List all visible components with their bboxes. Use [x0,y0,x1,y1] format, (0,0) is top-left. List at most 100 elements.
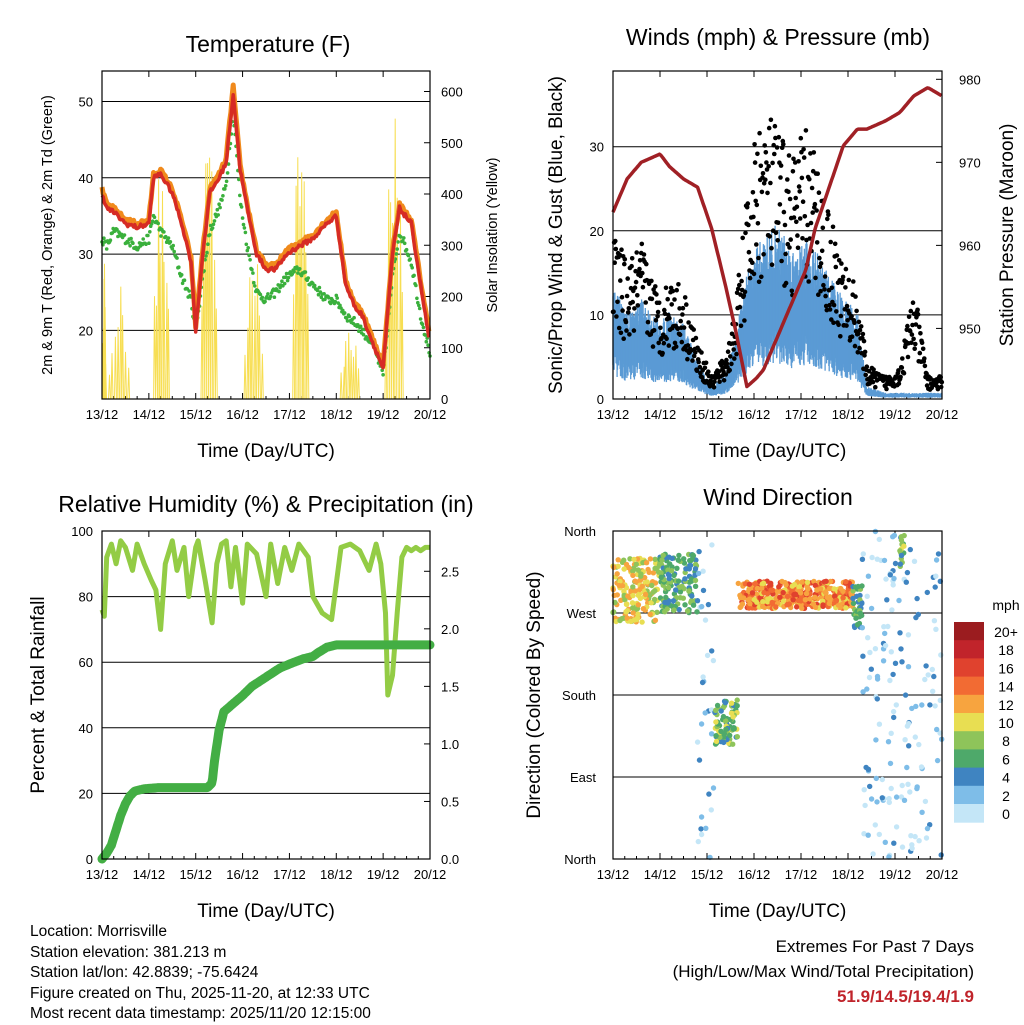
direction-point [890,582,896,588]
gust-point [627,332,632,337]
gust-point [811,150,817,155]
dewpoint-point [223,184,228,188]
direction-point [840,595,846,601]
direction-point [879,776,885,783]
gust-point [656,340,661,346]
direction-point [791,581,798,588]
gust-point [613,246,619,252]
direction-point [864,686,870,692]
direction-point [823,578,829,584]
direction-point [888,730,894,736]
y-axis-label: Direction (Colored By Speed) [524,571,545,818]
dewpoint-point [260,295,265,300]
x-tick-label: 18/12 [832,407,865,422]
gust-point [735,286,741,292]
direction-point [734,697,740,703]
x-tick-label: 13/12 [597,407,630,422]
y-tick-label: South [562,688,596,703]
direction-point [885,623,891,630]
gust-point [745,201,751,206]
direction-point [881,557,888,564]
direction-point [820,602,826,608]
direction-point [886,795,892,802]
direction-point [884,597,890,603]
direction-point [898,552,905,559]
dewpoint-point [122,233,127,237]
direction-point [887,572,893,578]
gust-point [823,293,828,299]
dewpoint-point [415,296,419,301]
direction-point [625,593,631,599]
direction-point [735,580,741,587]
solar-spike [250,280,254,400]
dewpoint-point [217,202,221,206]
y2-tick-label: 0 [441,392,448,407]
gust-point [781,142,786,147]
dewpoint-point [116,234,120,239]
gust-point [691,327,696,332]
y2-tick-label: 960 [959,238,981,253]
dewpoint-point [404,247,409,252]
dewpoint-point [296,271,300,275]
direction-point [704,652,711,659]
gust-point [676,282,681,287]
dewpoint-point [357,329,361,334]
gust-point [739,278,744,284]
gust-point [812,201,818,207]
direction-point [898,537,905,543]
direction-point [761,589,767,596]
direction-point [850,588,856,594]
dewpoint-point [420,322,425,327]
direction-point [644,579,650,585]
dewpoint-point [394,252,399,256]
gust-point [763,150,769,155]
solar-spike [296,157,300,400]
direction-point [639,583,645,590]
pressure-line [611,86,943,389]
colorbar-label: 16 [998,660,1014,676]
direction-point [887,760,894,767]
gust-point [759,189,765,195]
gust-point [783,251,788,257]
direction-point [876,831,882,838]
gust-point [772,151,777,157]
direction-point [859,556,866,562]
direction-point [675,578,682,584]
direction-point [706,791,712,797]
gust-point [768,180,773,186]
dewpoint-point [283,275,288,280]
dewpoint-point [210,226,215,230]
direction-point [710,785,717,791]
gust-point [822,287,827,292]
extremes-subtitle: (High/Low/Max Wind/Total Precipitation) [672,962,974,981]
gust-point [832,241,838,247]
dewpoint-point [152,215,157,220]
direction-point [746,605,752,611]
gust-point [751,214,756,220]
gust-point [756,255,761,261]
direction-point [860,653,866,659]
direction-point [700,674,706,680]
y-tick-label: 20 [79,323,93,338]
station-latlon: Station lat/lon: 42.8839; -75.6424 [30,964,259,981]
gust-point [747,275,753,281]
gust-point [797,216,803,221]
direction-point [643,560,650,566]
dewpoint-point [342,311,347,315]
direction-point [749,590,756,596]
gust-point [873,384,878,390]
gust-point [632,306,637,311]
direction-point [777,594,783,600]
dewpoint-point [187,289,191,293]
gust-point [769,245,774,251]
gust-point [798,135,804,141]
dewpoint-point [426,343,430,348]
direction-point [899,844,906,850]
gust-point [767,234,773,239]
dewpoint-point [238,193,242,198]
gust-point [650,344,656,349]
gust-point [665,296,670,302]
x-tick-label: 19/12 [879,867,912,882]
dewpoint-point [381,373,385,377]
gust-point [629,255,635,261]
